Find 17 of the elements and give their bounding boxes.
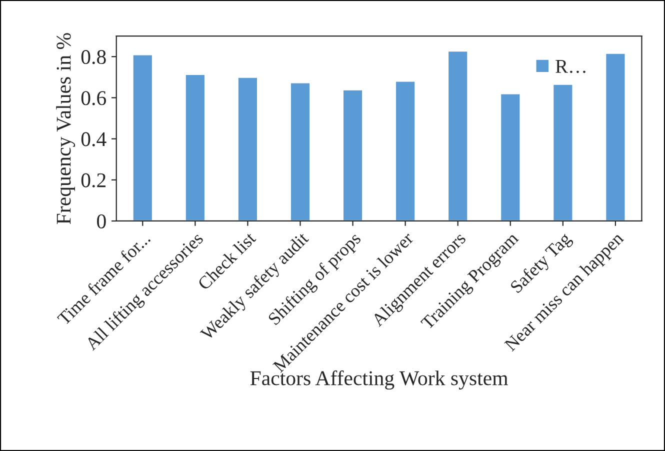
y-tick-label: 0.2 <box>81 173 106 188</box>
y-tick-label: 0 <box>97 214 106 228</box>
bar <box>604 52 626 221</box>
bar <box>290 82 311 221</box>
y-tick-label: 0.8 <box>81 50 106 64</box>
bar <box>394 80 416 221</box>
bar <box>237 76 258 221</box>
y-tick-label: 0.6 <box>81 91 106 106</box>
bar <box>447 50 469 221</box>
y-axis-title: Frequency Values in % <box>56 33 76 224</box>
y-tick-label: 0.4 <box>81 132 106 146</box>
legend-label: R… <box>556 60 586 74</box>
bar <box>184 74 206 221</box>
bar <box>552 83 574 221</box>
bar <box>132 54 154 221</box>
bar <box>500 92 522 221</box>
bar <box>342 89 364 221</box>
